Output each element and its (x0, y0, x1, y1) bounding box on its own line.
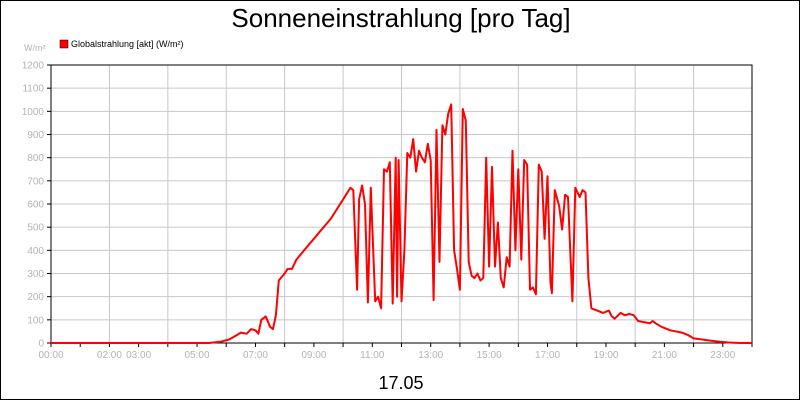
x-tick-label: 09:00 (301, 350, 326, 361)
x-tick-label: 19:00 (593, 350, 618, 361)
x-tick-label: 21:00 (652, 350, 677, 361)
series-layer (51, 103, 752, 344)
x-tick-labels: 00:00 02:00 03:00 05:00 07:00 09:00 11:00 13:00… (38, 350, 735, 361)
y-tick-label: 600 (27, 200, 44, 211)
y-tick-label: 1100 (22, 84, 44, 95)
y-tick-label: 1200 (22, 61, 45, 72)
y-tick-label: 400 (27, 246, 44, 257)
y-tick-label: 500 (27, 223, 44, 234)
y-tick-label: 900 (27, 130, 44, 141)
x-tick-label: 03:00 (126, 350, 151, 361)
y-tick-label: 0 (38, 339, 44, 350)
date-label: 17.05 (378, 373, 423, 393)
x-tick-label: 02:00 (97, 350, 122, 361)
y-tick-label: 1000 (22, 107, 45, 118)
x-tick-label: 13:00 (418, 350, 443, 361)
legend-label: Globalstrahlung [akt] (W/m²) (71, 39, 184, 49)
y-tick-label: 200 (27, 292, 44, 303)
y-tick-label: 300 (27, 269, 44, 280)
series-line-globalstrahlung (51, 103, 752, 344)
x-tick-label: 05:00 (185, 350, 210, 361)
y-axis-unit: W/m² (24, 43, 46, 53)
x-tick-label: 07:00 (243, 350, 268, 361)
chart-title: Sonneneinstrahlung [pro Tag] (231, 3, 570, 33)
y-tick-label: 700 (27, 176, 44, 187)
x-tick-label: 17:00 (535, 350, 560, 361)
grid-lines (51, 65, 752, 343)
x-tick-label: 11:00 (360, 350, 385, 361)
y-tick-labels: 0 100 200 300 400 500 600 700 800 900 1000 1100 1200 (22, 61, 45, 350)
y-tick-label: 100 (27, 315, 44, 326)
x-tick-label: 23:00 (710, 350, 735, 361)
x-tick-label: 00:00 (38, 350, 63, 361)
y-tick-label: 800 (27, 153, 44, 164)
x-tick-label: 15:00 (477, 350, 502, 361)
legend-swatch (59, 39, 69, 49)
